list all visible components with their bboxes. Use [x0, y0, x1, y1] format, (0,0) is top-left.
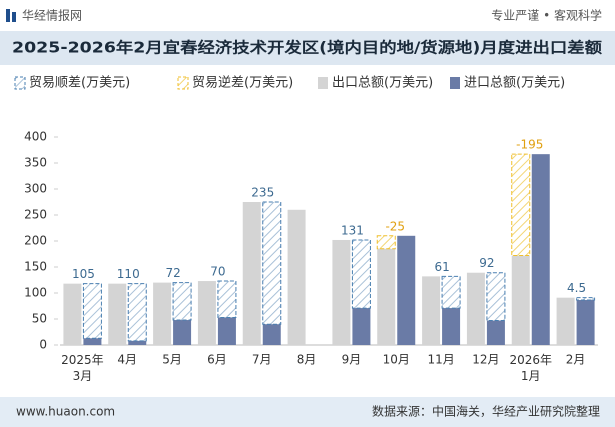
y-tick-label: 50 [32, 312, 47, 326]
surplus-bar [351, 239, 371, 309]
export-bar [466, 272, 485, 345]
import-bar [217, 317, 236, 345]
y-tick-label: 100 [24, 286, 47, 300]
deficit-label: -25 [385, 219, 405, 233]
import-bar [173, 320, 192, 345]
surplus-bar [486, 272, 506, 322]
legend-swatch [14, 76, 26, 90]
logo-mark [12, 12, 16, 22]
export-bar [422, 276, 441, 345]
import-bar [352, 308, 371, 345]
x-tick-label: 10月 [383, 353, 410, 367]
x-tick-label: 2025年 3月 [61, 353, 104, 383]
x-tick-label: 11月 [427, 353, 454, 367]
export-bar [511, 255, 530, 345]
export-bar [153, 282, 172, 345]
export-bar [287, 209, 306, 345]
import-bar [576, 300, 595, 345]
export-bar [197, 281, 216, 345]
surplus-label: 110 [117, 267, 140, 281]
logo-mark [6, 9, 10, 22]
y-tick-label: 200 [24, 234, 47, 248]
x-tick-label: 9月 [342, 353, 362, 367]
export-bar [63, 283, 82, 345]
export-bar [242, 202, 261, 345]
legend-swatch [450, 77, 460, 89]
header-bar [0, 0, 615, 30]
y-tick-label: 350 [24, 156, 47, 170]
import-bar [531, 154, 550, 345]
surplus-bar [576, 297, 596, 301]
legend-swatch [318, 77, 328, 89]
legend-swatch [177, 76, 189, 90]
slogan: 专业严谨 • 客观科学 [491, 8, 602, 23]
deficit-bar [376, 235, 396, 250]
surplus-label: 61 [434, 260, 449, 274]
brand: 华经情报网 [22, 8, 82, 23]
surplus-bar [172, 282, 192, 321]
surplus-label: 70 [210, 265, 225, 279]
y-tick-label: 0 [39, 338, 47, 352]
export-bar [556, 297, 575, 345]
surplus-bar [127, 283, 147, 342]
import-bar [397, 235, 416, 345]
x-tick-label: 5月 [162, 353, 182, 367]
import-bar [442, 308, 461, 345]
x-tick-label-part: 3月 [73, 369, 93, 383]
deficit-label: -195 [516, 138, 543, 152]
export-bar [332, 239, 351, 345]
import-bar [486, 320, 505, 345]
surplus-label: 72 [165, 266, 180, 280]
legend-label: 出口总额(万美元) [332, 76, 433, 91]
y-tick-label: 250 [24, 208, 47, 222]
surplus-label: 131 [341, 223, 364, 237]
surplus-bar [82, 283, 102, 339]
x-tick-label: 6月 [207, 353, 227, 367]
surplus-bar [262, 201, 282, 325]
y-tick-label: 400 [24, 130, 47, 144]
deficit-bar [511, 153, 531, 257]
x-tick-label-part: 1月 [521, 369, 541, 383]
surplus-label: 235 [251, 186, 274, 200]
chart-title: 2025-2026年2月宜春经济技术开发区(境内目的地/货源地)月度进出口差额 [12, 39, 602, 57]
surplus-label: 105 [72, 267, 95, 281]
export-bar [377, 248, 396, 345]
surplus-bar [441, 275, 461, 309]
surplus-bar [217, 280, 237, 318]
x-tick-label: 2月 [566, 353, 586, 367]
import-bar [128, 340, 147, 345]
legend-label: 进口总额(万美元) [464, 76, 565, 91]
import-bar [262, 324, 281, 345]
x-tick-label-part: 2026年 [509, 353, 552, 367]
x-tick-label: 8月 [297, 353, 317, 367]
legend-label: 贸易逆差(万美元) [192, 75, 293, 91]
footer-bar [0, 397, 615, 427]
import-bar [83, 338, 102, 345]
legend-label: 贸易顺差(万美元) [29, 76, 130, 91]
x-tick-label: 7月 [252, 353, 272, 367]
y-tick-label: 300 [24, 182, 47, 196]
x-tick-label: 12月 [472, 353, 499, 367]
surplus-label: 4.5 [567, 281, 586, 295]
x-tick-label-part: 2025年 [61, 353, 104, 367]
export-bar [108, 283, 127, 345]
x-tick-label: 2026年 1月 [509, 353, 552, 383]
source: 数据来源：中国海关，华经产业研究院整理 [372, 404, 600, 419]
title-bar [0, 31, 615, 65]
website: www.huaon.com [16, 405, 115, 419]
surplus-label: 92 [479, 256, 494, 270]
y-tick-label: 150 [24, 260, 47, 274]
x-tick-label: 4月 [117, 353, 137, 367]
